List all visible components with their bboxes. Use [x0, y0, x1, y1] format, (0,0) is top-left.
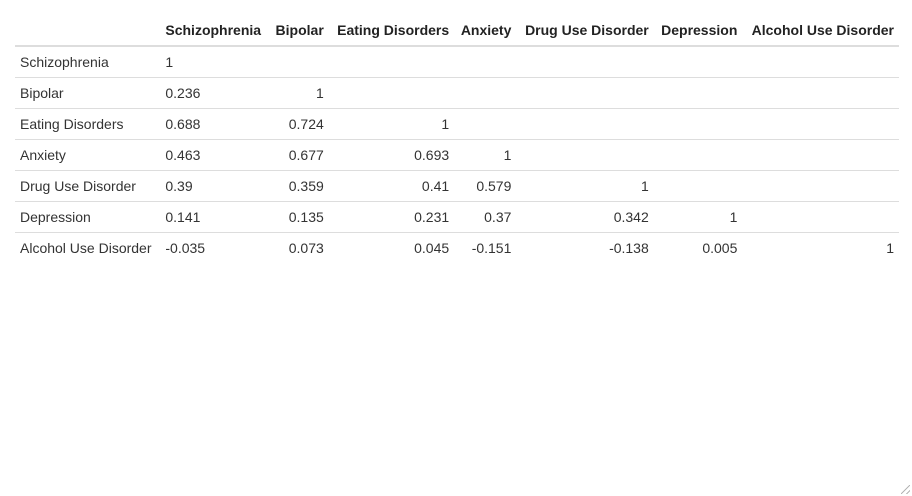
table-row: Depression 0.141 0.135 0.231 0.37 0.342 1 — [15, 201, 899, 233]
table-cell: 1 — [516, 170, 654, 202]
table-cell: 0.39 — [160, 170, 269, 202]
row-label: Schizophrenia — [20, 54, 109, 70]
table-cell: 0.37 — [454, 201, 517, 233]
table-cell: 1 — [653, 201, 743, 233]
table-cell — [454, 46, 516, 78]
table-cell — [742, 139, 899, 171]
row-label: Eating Disorders — [15, 108, 161, 140]
table-row: Drug Use Disorder 0.39 0.359 0.41 0.579 1 — [15, 170, 899, 202]
row-label: Drug Use Disorder — [15, 170, 161, 202]
table-cell: 1 — [165, 54, 174, 70]
table-cell — [742, 46, 899, 78]
column-header-drug-use-disorder: Drug Use Disorder — [516, 15, 654, 47]
table-cell: 0.677 — [268, 139, 329, 171]
column-header-depression: Depression — [653, 15, 743, 47]
table-cell — [653, 77, 743, 109]
table-cell: 0.724 — [268, 108, 329, 140]
table-cell: 1 — [328, 108, 455, 140]
table-cell: 1 — [742, 232, 899, 263]
column-header-bipolar: Bipolar — [268, 15, 329, 47]
table-cell: 1 — [268, 77, 329, 109]
table-cell — [654, 46, 743, 78]
table-cell: 0.41 — [328, 170, 455, 202]
resize-grip-icon[interactable] — [901, 485, 910, 494]
row-label: Anxiety — [15, 139, 161, 171]
table-cell: 0.045 — [328, 232, 455, 263]
row-label: Depression — [15, 201, 161, 233]
column-header-eating-disorders: Eating Disorders — [328, 15, 455, 47]
table-cell: 0.231 — [328, 201, 455, 233]
table-cell — [516, 46, 653, 78]
table-cell: -0.138 — [516, 232, 654, 263]
table-cell — [516, 108, 654, 140]
table-cell: 0.005 — [653, 232, 743, 263]
table-cell: 0.693 — [328, 139, 455, 171]
corner-header-cell — [15, 15, 161, 47]
table-cell: 0.073 — [268, 232, 329, 263]
table-row: Alcohol Use Disorder -0.035 0.073 0.045 -0.1… — [15, 232, 899, 263]
table-cell — [742, 170, 899, 202]
table-cell: 0.463 — [160, 139, 269, 171]
table-cell: 0.688 — [160, 108, 269, 140]
table-cell: 0.342 — [516, 201, 654, 233]
column-header-schizophrenia: Schizophrenia — [160, 15, 269, 47]
table-row: Anxiety 0.463 0.677 0.693 1 — [15, 139, 899, 171]
table-cell: 0.579 — [454, 170, 517, 202]
table-cell: 0.359 — [268, 170, 329, 202]
table-cell: 0.135 — [268, 201, 329, 233]
table-row: Schizophrenia 1 — [15, 46, 899, 78]
row-label: Bipolar — [15, 77, 161, 109]
table-cell — [742, 77, 899, 109]
table-cell — [516, 139, 654, 171]
table-cell — [454, 77, 517, 109]
table-cell — [653, 170, 743, 202]
table-cell — [328, 77, 455, 109]
table-cell — [516, 77, 654, 109]
header-row: Schizophrenia Bipolar Eating Disorders Anxi… — [15, 15, 899, 47]
table-cell: 0.141 — [160, 201, 269, 233]
table-cell — [454, 108, 517, 140]
table-cell — [653, 108, 743, 140]
row-label: Alcohol Use Disorder — [15, 232, 161, 263]
correlation-table: Schizophrenia Bipolar Eating Disorders Anxi… — [15, 15, 899, 263]
table-cell — [329, 46, 454, 78]
table-cell — [742, 201, 899, 233]
column-header-anxiety: Anxiety — [454, 15, 517, 47]
column-header-alcohol-use-disorder: Alcohol Use Disorder — [742, 15, 899, 47]
table-row: Eating Disorders 0.688 0.724 1 — [15, 108, 899, 140]
table-header: Schizophrenia Bipolar Eating Disorders Anxi… — [15, 15, 899, 47]
table-cell — [269, 46, 329, 78]
table-cell: 1 — [454, 139, 517, 171]
table-cell: -0.151 — [454, 232, 517, 263]
table-cell — [742, 108, 899, 140]
table-cell: -0.035 — [160, 232, 269, 263]
table-cell — [653, 139, 743, 171]
table-row: Bipolar 0.236 1 — [15, 77, 899, 109]
table-body: Schizophrenia 1 Bipolar 0.236 1 Eating Disord… — [15, 46, 899, 263]
table-cell: 0.236 — [160, 77, 269, 109]
